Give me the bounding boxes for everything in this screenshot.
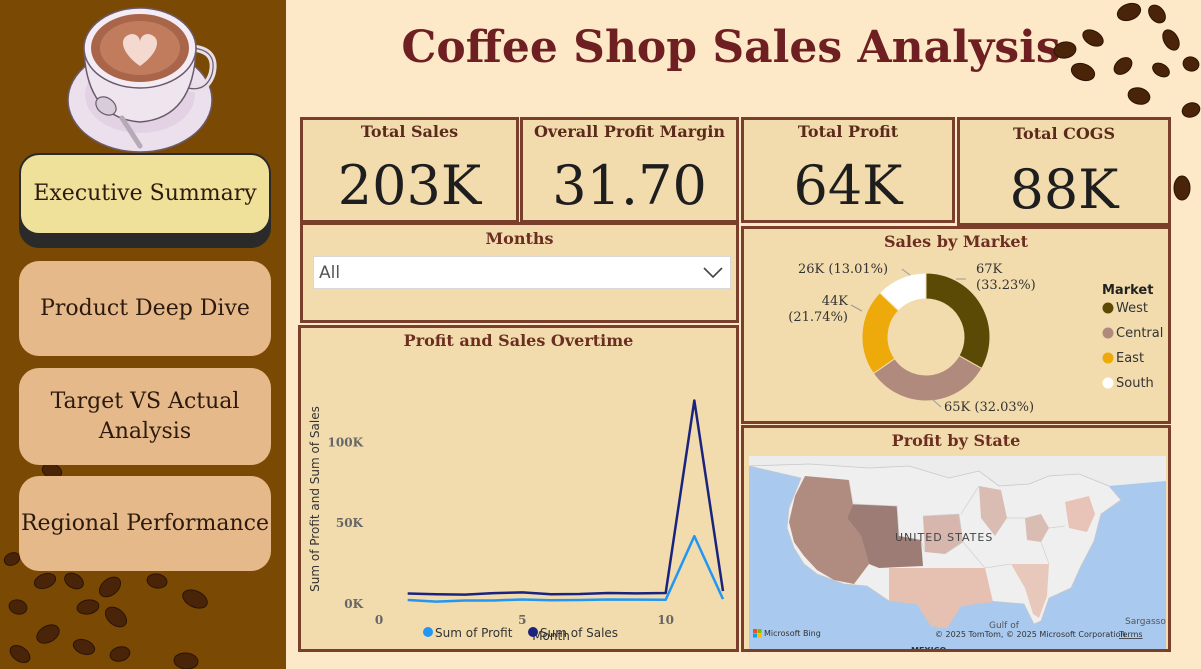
- coffee-bean-right-decoration: [1173, 175, 1191, 201]
- months-filter-title: Months: [485, 229, 554, 248]
- slice-label-leader: [901, 268, 911, 276]
- kpi-card-total-cogs: Total COGS 88K: [957, 117, 1171, 226]
- y-tick-label: 0K: [344, 597, 363, 611]
- months-selected-value: All: [319, 262, 341, 283]
- x-axis-label: Month: [532, 629, 570, 643]
- x-tick-label: 5: [518, 613, 526, 627]
- legend-marker: [1102, 302, 1114, 314]
- map-title: Profit by State: [891, 431, 1021, 450]
- legend-item: East: [1116, 351, 1144, 366]
- slice-label-east: 44K (21.74%): [788, 294, 848, 325]
- x-tick-label: 0: [375, 613, 383, 627]
- x-tick-label: 10: [657, 613, 674, 627]
- sales-by-market-panel: Sales by Market 67K (33.23%) 65K (32.03%) 4…: [741, 226, 1171, 424]
- map-region-south: [889, 568, 993, 628]
- legend-item: West: [1116, 301, 1148, 316]
- kpi-value: 31.70: [552, 154, 707, 217]
- kpi-card-total-sales: Total Sales 203K: [300, 117, 519, 223]
- legend-marker: [1102, 377, 1114, 389]
- svg-text:Microsoft Bing: Microsoft Bing: [764, 629, 821, 638]
- map-credit: © 2025 TomTom, © 2025 Microsoft Corporat…: [935, 630, 1126, 639]
- legend-item: Central: [1116, 326, 1163, 341]
- y-tick-label: 100K: [328, 435, 364, 449]
- months-dropdown[interactable]: All: [313, 256, 731, 289]
- header: Coffee Shop Sales Analysis: [286, 0, 1201, 118]
- map-region-west-2: [847, 504, 923, 568]
- legend-title: Market: [1102, 283, 1153, 298]
- kpi-label: Total Profit: [797, 122, 899, 141]
- coffee-beans-header-decoration: [1053, 2, 1201, 118]
- kpi-label: Total Sales: [360, 122, 459, 141]
- profit-sales-line-chart: 0K 50K 100K 0 5 10 Month Sum of Profit and Sum …: [308, 399, 725, 643]
- donut-slice-south: [878, 272, 927, 312]
- nav-executive-summary[interactable]: Executive Summary: [19, 153, 271, 235]
- y-tick-label: 50K: [336, 516, 364, 530]
- series-line-sales: [407, 399, 725, 596]
- legend-marker: [528, 627, 538, 637]
- slice-label-west: 67K (33.23%): [976, 262, 1036, 293]
- slice-label-central: 65K (32.03%): [944, 400, 1034, 415]
- map-region-south-2: [1011, 564, 1049, 618]
- legend-label: Sum of Profit: [435, 626, 513, 640]
- kpi-label: Total COGS: [1012, 124, 1116, 143]
- coffee-cup-icon: [67, 7, 217, 153]
- nav-product-deep-dive[interactable]: Product Deep Dive: [19, 261, 271, 356]
- nav-regional-performance[interactable]: Regional Performance: [19, 476, 271, 571]
- map-country-label: UNITED STATES: [895, 531, 993, 544]
- legend-marker: [423, 627, 433, 637]
- series-line-profit: [407, 534, 725, 603]
- map-region-central-2: [979, 486, 1007, 536]
- donut-slice-west: [925, 272, 991, 370]
- months-filter-panel: Months All: [300, 222, 739, 323]
- nav-target-vs-actual[interactable]: Target VS Actual Analysis: [19, 368, 271, 465]
- sidebar: Product Deep Dive Target VS Actual Analy…: [0, 0, 286, 669]
- microsoft-bing-logo: Microsoft Bing: [753, 629, 821, 638]
- line-chart-title: Profit and Sales Overtime: [403, 331, 634, 350]
- slice-label-leader: [931, 398, 942, 408]
- slice-label-south: 26K (13.01%): [798, 262, 888, 277]
- y-axis-label: Sum of Profit and Sum of Sales: [308, 406, 322, 592]
- slice-label-leader: [850, 304, 863, 312]
- map-east-label: Sargasso: [1125, 617, 1166, 627]
- sales-by-market-donut-chart: 67K (33.23%) 65K (32.03%) 44K (21.74%) 26K (1…: [788, 262, 1163, 415]
- kpi-label: Overall Profit Margin: [533, 122, 726, 141]
- profit-by-state-map[interactable]: UNITED STATES Gulf of Sargasso MEXICO Mi…: [749, 456, 1166, 649]
- map-region-east-2: [1065, 496, 1095, 532]
- kpi-card-profit-margin: Overall Profit Margin 31.70: [520, 117, 739, 223]
- profit-by-state-panel: Profit by State UNITED STATES Gulf of Sa…: [741, 425, 1171, 652]
- legend-marker: [1102, 352, 1114, 364]
- kpi-value: 203K: [337, 154, 482, 217]
- chevron-down-icon: [703, 267, 723, 279]
- map-region-west: [789, 476, 869, 584]
- page-title: Coffee Shop Sales Analysis: [401, 22, 1061, 73]
- donut-chart-title: Sales by Market: [884, 232, 1028, 251]
- map-region-central: [923, 514, 963, 554]
- map-terms-link[interactable]: Terms: [1118, 630, 1143, 639]
- coffee-beans-decoration: [3, 463, 208, 669]
- kpi-value: 64K: [793, 154, 903, 217]
- kpi-value: 88K: [1009, 158, 1119, 221]
- map-gulf-label: Gulf of: [989, 621, 1020, 631]
- profit-sales-chart-panel: Profit and Sales Overtime 0K 50K 100K 0 5 10 M…: [298, 325, 739, 652]
- legend-label: Sum of Sales: [540, 626, 618, 640]
- map-south-label: MEXICO: [911, 646, 946, 649]
- kpi-card-total-profit: Total Profit 64K: [741, 117, 955, 223]
- donut-slice-central: [872, 354, 983, 402]
- legend-item: South: [1116, 376, 1154, 391]
- legend-marker: [1102, 327, 1114, 339]
- map-region-east: [1025, 514, 1049, 542]
